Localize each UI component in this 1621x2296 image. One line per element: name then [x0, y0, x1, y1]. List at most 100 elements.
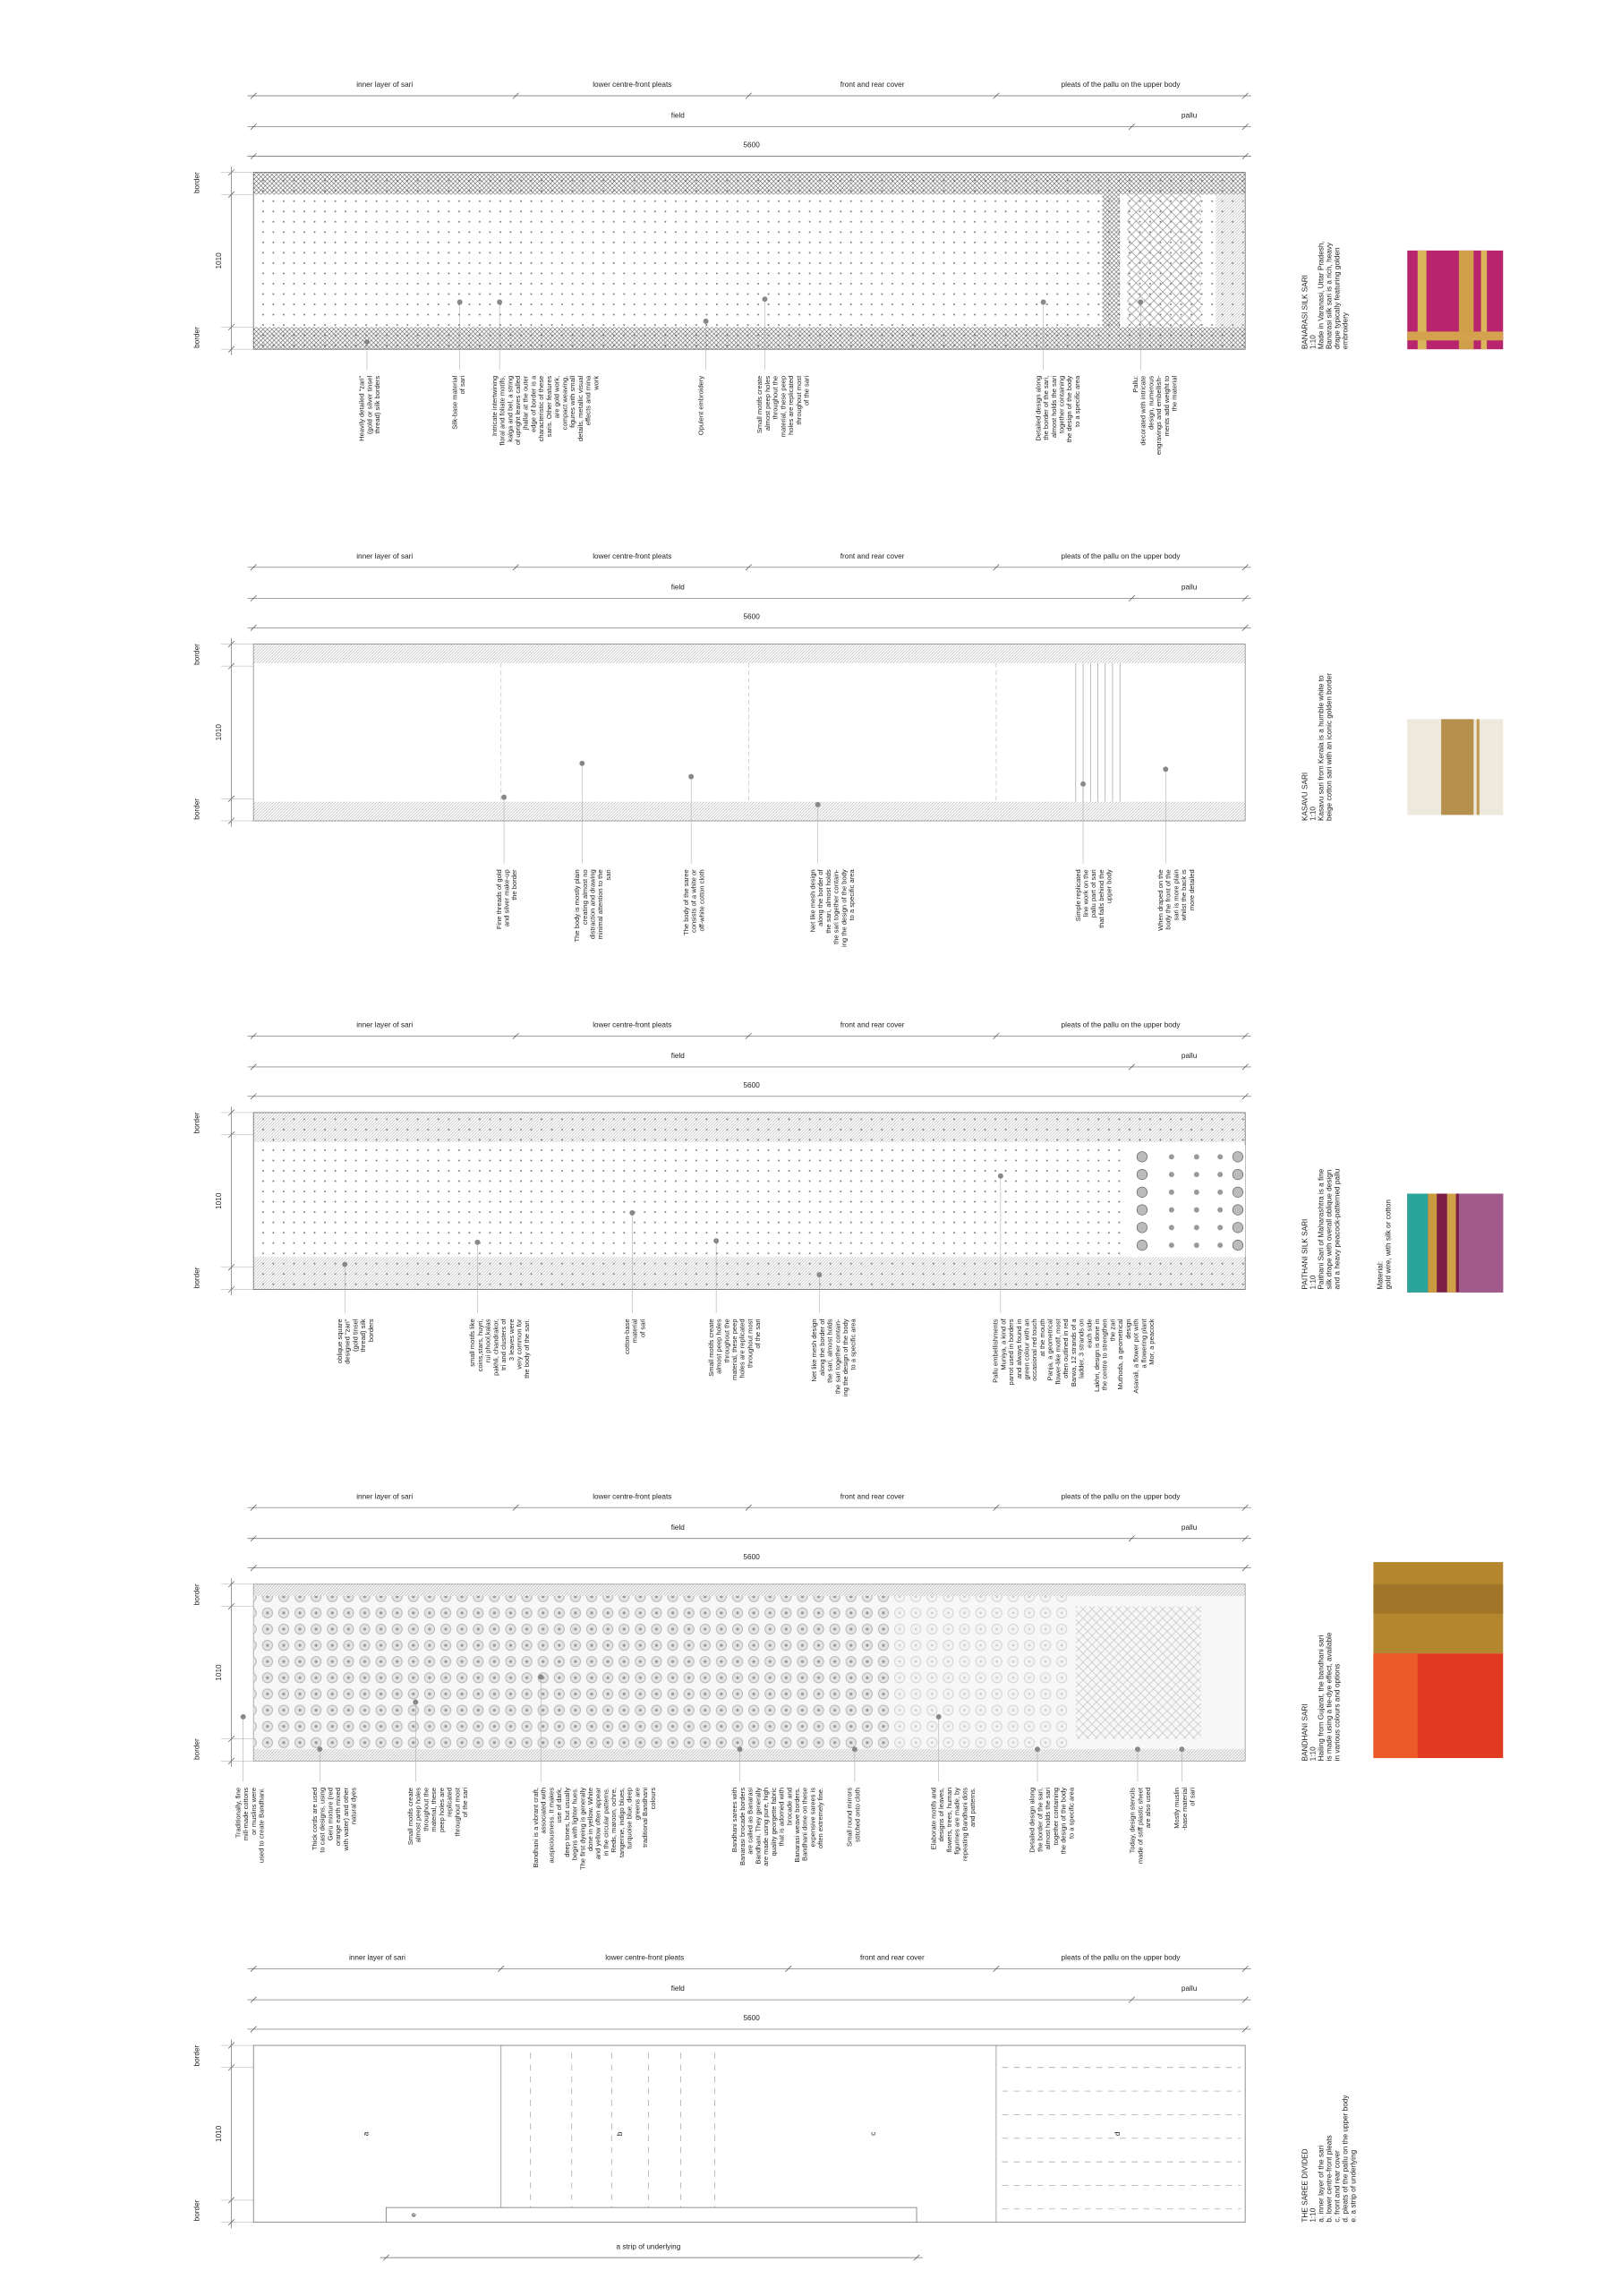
annotation-text: green colour with an: [1022, 1319, 1030, 1379]
annotation-text: throughout the: [422, 1788, 430, 1831]
panel-title: is made using a tie-dye effect, availabl…: [1325, 1632, 1333, 1761]
panel-title: b. lower centre-front pleats: [1325, 2135, 1333, 2222]
dim-tick: [1241, 594, 1249, 602]
dim-tick: [913, 2254, 920, 2261]
annotation-text: design, numerous: [1147, 376, 1155, 430]
annotation-text: to a specific area: [849, 1319, 857, 1370]
pallu-motif: [1168, 1225, 1174, 1231]
annotation-text: the zari: [1108, 1319, 1116, 1341]
panel-title: BANARASI SILK SARI: [1301, 275, 1309, 349]
panel-title: BANDHANI SARI: [1301, 1703, 1309, 1761]
annotation-text: consists of a white or: [690, 869, 698, 933]
dim-tick: [1241, 1063, 1249, 1071]
annotation-dot: [474, 1239, 481, 1245]
annotation-dot: [703, 318, 709, 324]
sari-border: [253, 801, 1246, 821]
dim-tick: [1128, 1535, 1135, 1542]
annotation-text: the centre to strengthen: [1101, 1319, 1109, 1390]
annotation-text: Mor, a peacock: [1147, 1319, 1156, 1365]
dim-tick: [512, 92, 519, 99]
annotation-text: traditional Bandhani: [641, 1788, 649, 1848]
dim-tick: [1241, 564, 1249, 571]
field-label: field: [671, 1524, 686, 1532]
length-label: 5600: [743, 612, 760, 620]
sari-border: [253, 327, 1246, 350]
annotation-text: Banarasi brocade borders: [738, 1788, 747, 1865]
dim-label: border: [192, 172, 200, 193]
field-label: field: [671, 112, 686, 120]
annotation-text: ladder, 3 strands on: [1078, 1319, 1086, 1378]
annotation-text: oblique square: [336, 1319, 344, 1363]
annotation-text: jhallar at the outer: [522, 375, 530, 431]
annotation-text: throughout most: [453, 1787, 461, 1837]
annotation-text: borders: [367, 1319, 375, 1342]
segment-label: inner layer of sari: [349, 1954, 405, 1962]
panel-title: PAITHANI SILK SARI: [1301, 1219, 1309, 1290]
annotation-text: Panja, a geometrical: [1046, 1319, 1054, 1380]
annotation-dot: [713, 1238, 720, 1244]
annotation-text: Geru mixture (red: [326, 1788, 334, 1840]
annotation-dot: [851, 1746, 857, 1753]
strip-note: a strip of underlying: [617, 2242, 681, 2250]
segment-label: lower centre-front pleats: [593, 1492, 671, 1500]
annotation-dot: [688, 773, 695, 780]
dim-tick: [745, 1032, 752, 1039]
annotation-text: or muslins were: [250, 1788, 258, 1835]
length-label: 5600: [743, 141, 760, 149]
annotation-text: Heavily detailed "zari": [358, 375, 366, 440]
dim-label: border: [192, 327, 200, 348]
annotation-text: are gold work,: [553, 376, 561, 419]
dim-label: border: [192, 1267, 200, 1288]
length-label: 5600: [743, 2014, 760, 2022]
annotation-text: Fine threads of gold: [495, 869, 503, 929]
panel-title: Banarasi silk sari is a rich, heavy: [1325, 242, 1333, 349]
annotation-text: along the border of: [818, 1319, 826, 1376]
panel-title: Kasavu sari from Kerala is a humble whit…: [1317, 675, 1325, 821]
annotation-text: turquoise blue, deep: [626, 1788, 634, 1849]
segment-label: inner layer of sari: [356, 552, 413, 560]
annotation-text: Bandhani is a vibrant craft,: [532, 1788, 540, 1868]
annotation-text: floral and foliate motifs,: [499, 376, 507, 446]
dim-label: 1010: [215, 2125, 223, 2142]
dim-tick: [1241, 124, 1249, 131]
segment-label: inner layer of sari: [356, 1020, 413, 1029]
dim-label: border: [192, 1583, 200, 1605]
annotation-text: auspiciousness. It makes: [547, 1788, 555, 1864]
annotation-text: repeating Bandhani dots: [960, 1788, 968, 1861]
annotation-text: Barwa, 12 strands of a: [1070, 1319, 1078, 1387]
annotation-text: creating almost no: [581, 869, 589, 925]
annotation-dot: [363, 338, 370, 345]
pallu-body: [1075, 1606, 1201, 1739]
material-note: Material:: [1376, 1261, 1384, 1290]
pallu-motif: [1232, 1240, 1244, 1251]
annotation-text: When draped on the: [1156, 869, 1165, 931]
annotation-text: of sari: [638, 1319, 646, 1337]
dim-tick: [1241, 624, 1249, 631]
pallu-motif: [1168, 1189, 1174, 1195]
annotation-text: stitched onto cloth: [853, 1788, 861, 1842]
annotation-text: often outlined in red: [1062, 1319, 1070, 1378]
annotation-text: almost holds the sari: [1050, 375, 1058, 438]
annotation-text: are also used: [1144, 1788, 1152, 1828]
annotation-text: very common for: [515, 1319, 523, 1370]
annotation-text: of the sari: [461, 1788, 469, 1818]
annotation-text: are made using pure, high: [762, 1788, 770, 1866]
dim-label: 1010: [215, 724, 223, 741]
pallu-motif: [1168, 1207, 1174, 1213]
annotation-text: begins with lighter hues.: [571, 1788, 579, 1860]
annotation-text: holes are replicated: [787, 376, 795, 435]
dim-tick: [1241, 2026, 1249, 2033]
panel-title: 1:10: [1309, 335, 1317, 349]
annotation-text: the body of the sari.: [523, 1319, 531, 1378]
annotation-dot: [1179, 1746, 1185, 1753]
annotation-text: Opulent embroidery: [696, 376, 704, 436]
annotation-dot: [579, 760, 585, 766]
annotation-text: edge of border is a: [529, 375, 537, 432]
dim-label: border: [192, 644, 200, 665]
annotation-text: are called as Banarasi: [747, 1788, 755, 1855]
annotation-text: made of stiff plastic sheet: [1136, 1787, 1144, 1864]
segment-label: front and rear cover: [840, 81, 905, 89]
annotation-text: the design of the body: [1065, 376, 1073, 443]
annotation-dot: [1163, 766, 1169, 772]
dim-label: 1010: [215, 252, 223, 269]
